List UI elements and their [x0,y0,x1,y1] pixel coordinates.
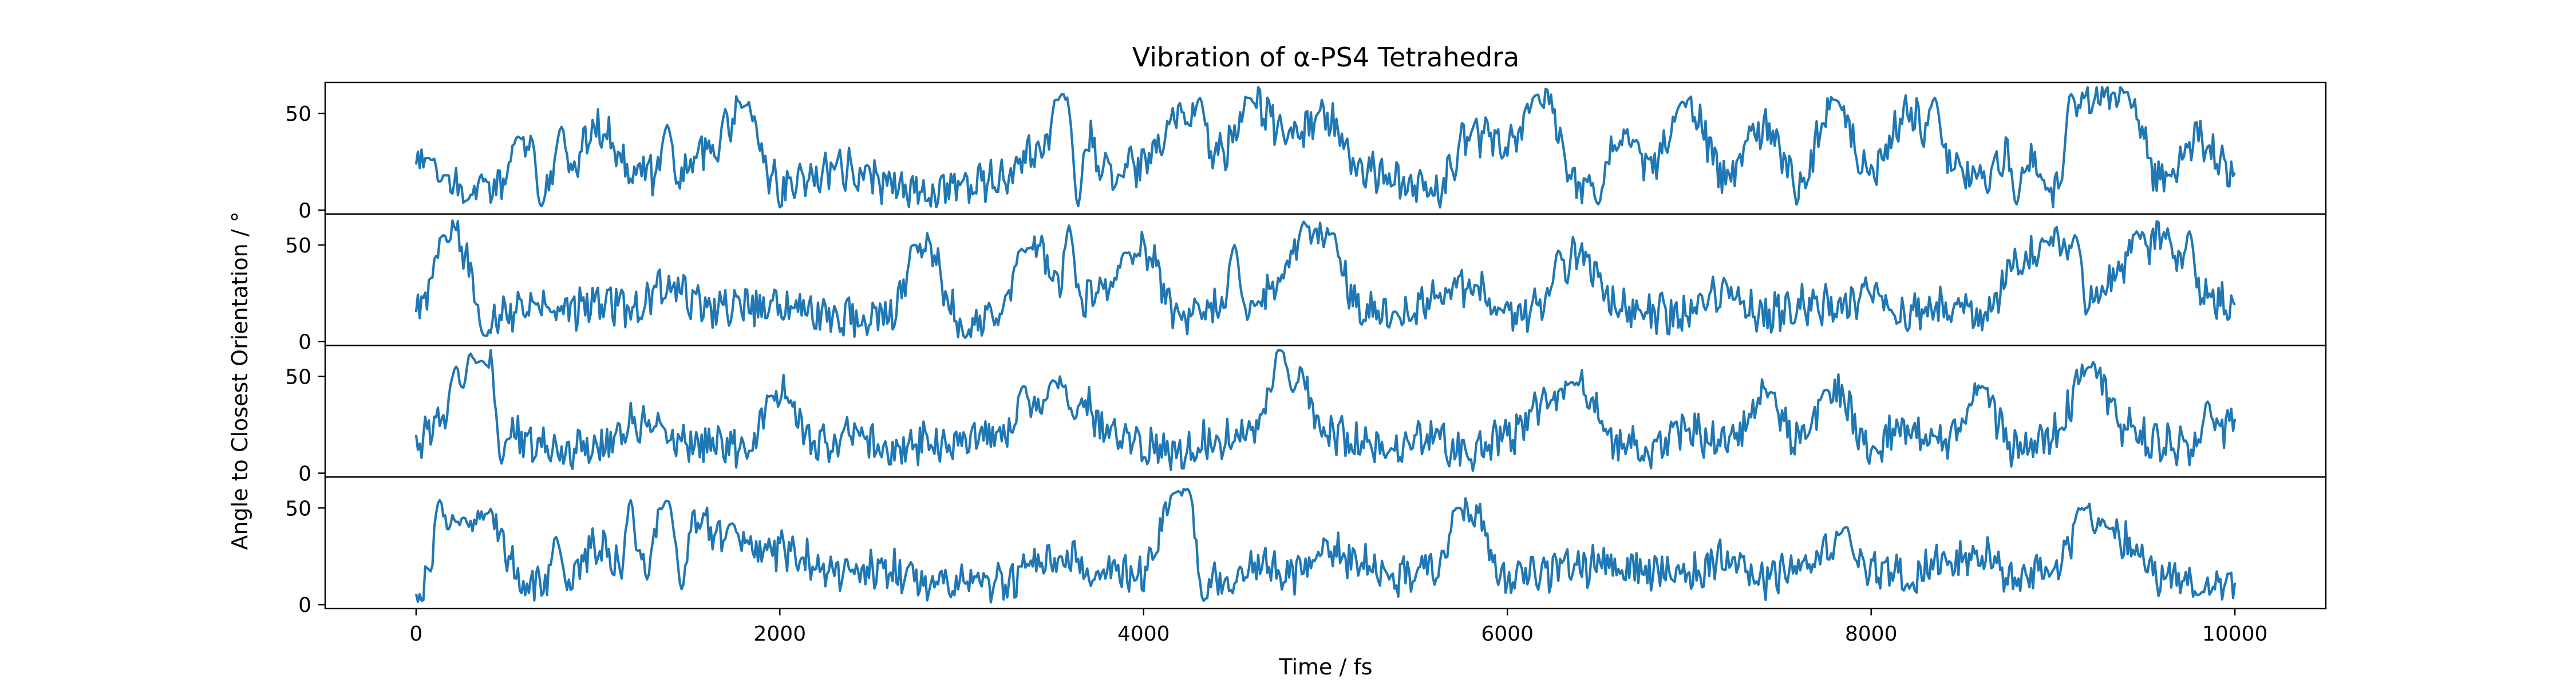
x-tick-label: 2000 [754,622,807,646]
y-tick-label: 50 [285,497,311,520]
series-line-3 [414,349,2237,472]
y-tick-label: 0 [298,462,311,485]
subplot-stack: 0 50 0 50 0 50 0 50 0 2000 4000 6000 8000 10000 [285,81,2327,646]
y-tick-label: 0 [298,594,311,617]
y-tick-label: 50 [285,366,311,389]
chart-title: Vibration of α-PS4 Tetrahedra [1132,42,1519,73]
subplot-2: 0 50 [285,213,2327,354]
y-tick-label: 0 [298,199,311,223]
subplot-4: 0 50 0 2000 4000 6000 8000 10000 [285,476,2327,646]
y-tick-label: 50 [285,234,311,258]
x-tick-label: 4000 [1117,622,1170,646]
subplot-3: 0 50 [285,345,2327,485]
subplot-frame-3 [324,345,2327,478]
series-line-2 [414,219,2236,339]
x-tick-label: 10000 [2202,622,2268,646]
x-axis-label: Time / fs [1278,654,1372,680]
series-line-4 [414,487,2237,604]
y-axis-label: Angle to Closest Orientation / ° [227,211,252,550]
subplot-frame-1 [324,81,2327,215]
y-tick-label: 50 [285,102,311,126]
x-tick-label: 0 [409,622,422,646]
subplot-frame-4 [324,476,2327,610]
y-tick-label: 0 [298,331,311,354]
series-line-1 [414,86,2236,209]
x-tick-label: 6000 [1481,622,1534,646]
subplot-1: 0 50 [285,81,2327,223]
x-tick-label: 8000 [1845,622,1898,646]
